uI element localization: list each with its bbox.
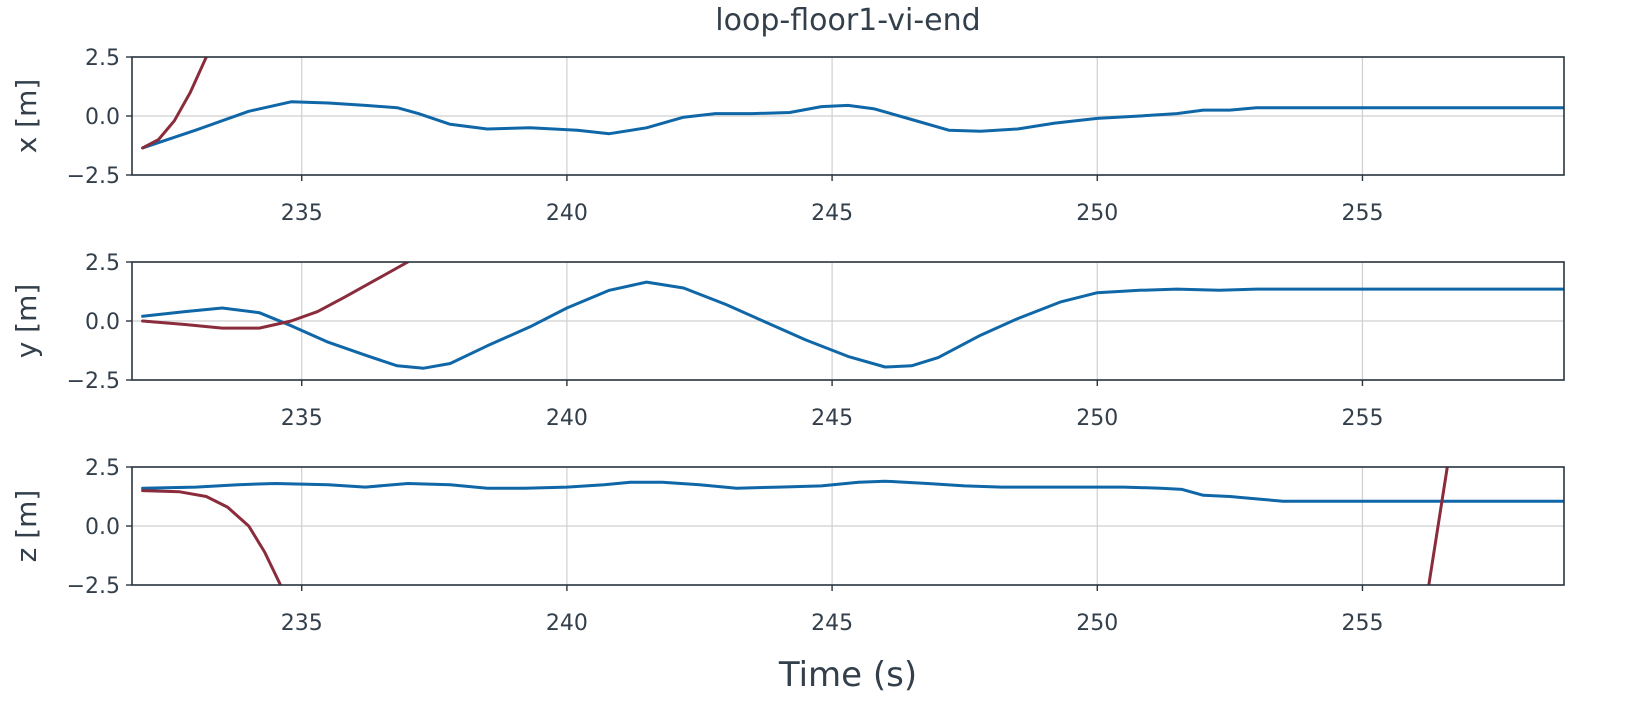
- subplot-1: 235 240 245 250 255 −2.5 0.0 2.5 x [m]: [10, 46, 1565, 226]
- chart-title: loop-floor1-vi-end: [715, 3, 980, 38]
- y-tick-label: −2.5: [67, 164, 120, 189]
- x-tick-label: 235: [281, 201, 323, 226]
- x-tick-label: 245: [811, 406, 853, 431]
- series-line-2: [141, 262, 410, 330]
- y-axis-label: y [m]: [10, 284, 43, 359]
- series-line-2: [141, 489, 282, 585]
- series-line-2: [141, 57, 208, 150]
- subplot-2: 235 240 245 250 255 −2.5 0.0 2.5 y [m]: [10, 251, 1565, 431]
- x-tick-label: 240: [546, 611, 588, 636]
- x-tick-label: 255: [1341, 201, 1383, 226]
- series-line-1: [141, 479, 1564, 503]
- x-tick-label: 255: [1341, 611, 1383, 636]
- y-tick-label: 0.0: [85, 515, 120, 540]
- y-tick-label: 0.0: [85, 310, 120, 335]
- x-tick-label: 235: [281, 611, 323, 636]
- series-line-3: [1427, 467, 1449, 585]
- x-tick-label: 250: [1076, 201, 1118, 226]
- x-tick-label: 240: [546, 201, 588, 226]
- x-tick-label: 250: [1076, 611, 1118, 636]
- series-line-1: [141, 280, 1564, 370]
- x-tick-label: 245: [811, 611, 853, 636]
- x-tick-label: 235: [281, 406, 323, 431]
- y-tick-label: −2.5: [67, 574, 120, 599]
- x-tick-label: 240: [546, 406, 588, 431]
- subplot-3: 235 240 245 250 255 −2.5 0.0 2.5 z [m]: [10, 456, 1565, 636]
- y-axis-label: z [m]: [10, 490, 43, 563]
- series-line-1: [141, 100, 1564, 150]
- y-tick-label: 2.5: [85, 251, 120, 276]
- x-axis-label: Time (s): [778, 655, 917, 695]
- y-tick-label: 2.5: [85, 46, 120, 71]
- y-tick-label: 2.5: [85, 456, 120, 481]
- x-tick-label: 250: [1076, 406, 1118, 431]
- y-tick-label: 0.0: [85, 105, 120, 130]
- subplots: 235 240 245 250 255−2.50.02.5x [m]235 240 245 2…: [10, 46, 1565, 636]
- x-tick-label: 255: [1341, 406, 1383, 431]
- y-axis-label: x [m]: [10, 79, 43, 154]
- x-tick-label: 245: [811, 201, 853, 226]
- y-tick-label: −2.5: [67, 369, 120, 394]
